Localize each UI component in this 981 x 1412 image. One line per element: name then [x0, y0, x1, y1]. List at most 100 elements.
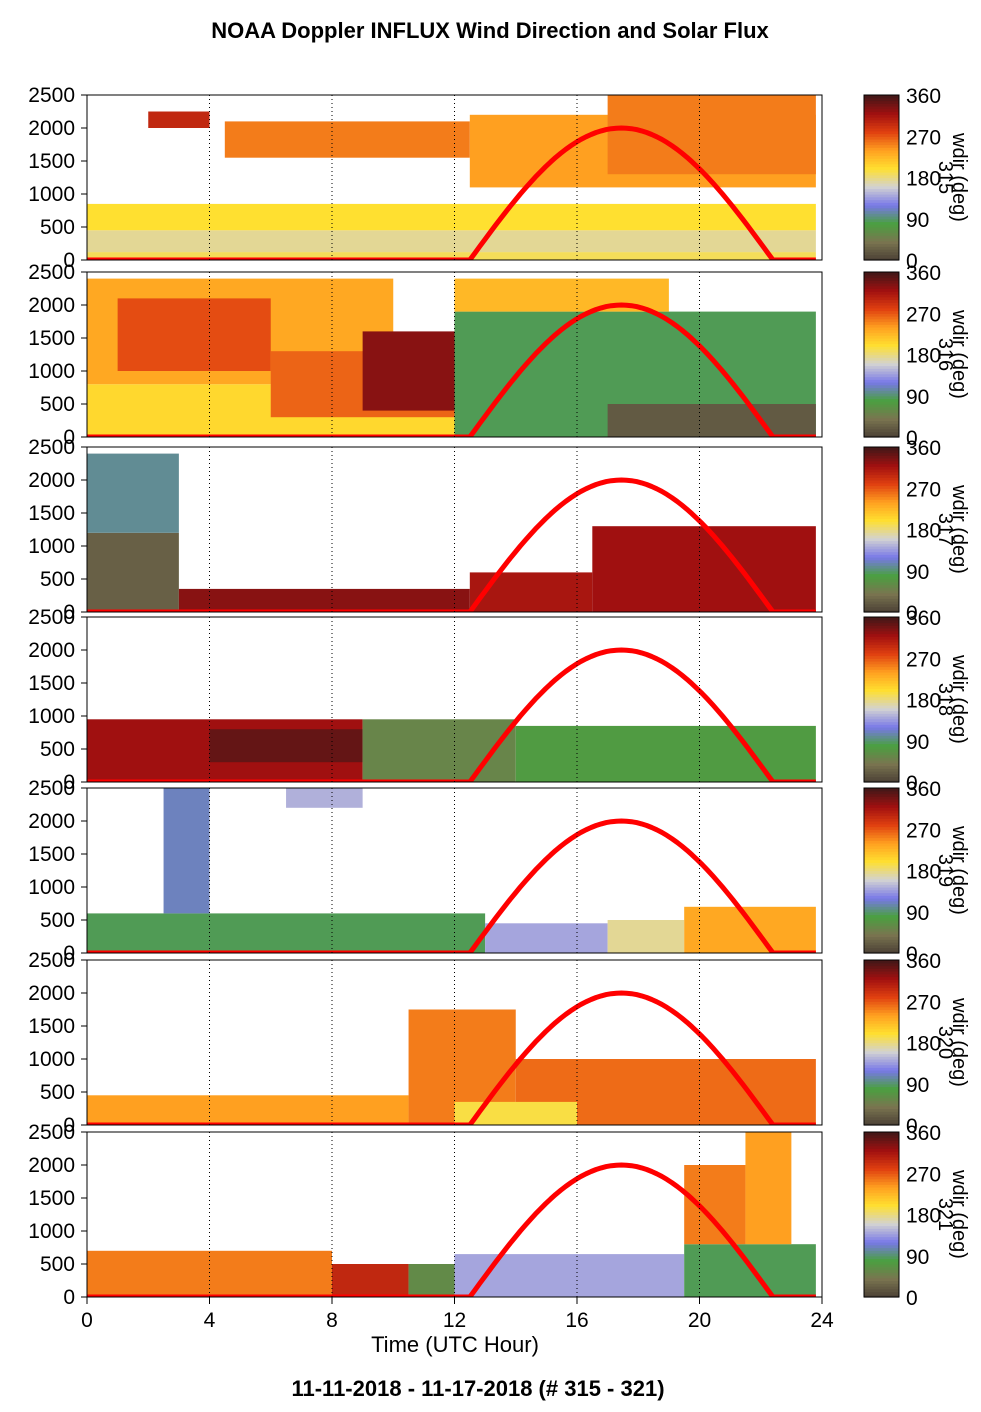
- colorbar-cell: [864, 504, 899, 509]
- colorbar-cell: [864, 332, 899, 336]
- colorbar-cell: [864, 865, 899, 869]
- colorbar-cell: [864, 1009, 899, 1013]
- colorbar-cell: [864, 570, 899, 575]
- panel-day-317: 0 500 1000 1500 2000 2500 0 90 180 270 360 wdir (de…: [28, 436, 970, 625]
- colorbar-tick-label: 360: [906, 950, 941, 973]
- colorbar-cell: [864, 1203, 899, 1207]
- colorbar-cell: [864, 666, 899, 670]
- colorbar-label: wdir (deg): [948, 654, 970, 744]
- y-tick-label: 2000: [28, 639, 75, 662]
- colorbar-cell: [864, 979, 899, 983]
- y-tick-label: 500: [40, 216, 75, 239]
- colorbar-cell: [864, 404, 899, 408]
- colorbar-cell: [864, 565, 899, 569]
- colorbar-cell: [864, 485, 899, 489]
- y-tick-label: 500: [40, 393, 75, 416]
- y-tick-label: 2500: [28, 436, 75, 459]
- colorbar-cell: [864, 625, 899, 629]
- colorbar-cell: [864, 595, 899, 599]
- colorbar-frame: [863, 446, 900, 613]
- colorbar-cell: [864, 152, 899, 157]
- colorbar-cell: [864, 327, 899, 331]
- y-tick-label: 1500: [28, 843, 75, 866]
- colorbar: 0 90 180 270 360 wdir (deg)317: [863, 437, 970, 625]
- colorbar-cell: [864, 922, 899, 927]
- colorbar-cell: [864, 790, 899, 795]
- y-tick-label: 2000: [28, 982, 75, 1005]
- y-tick-label: 2500: [28, 261, 75, 284]
- colorbar-cell: [864, 881, 899, 885]
- colorbar-cell: [864, 499, 899, 503]
- colorbar-cell: [864, 622, 899, 626]
- colorbar-cell: [864, 316, 899, 320]
- colorbar-cell: [864, 423, 899, 427]
- colorbar-cell: [864, 1242, 899, 1246]
- colorbar-cell: [864, 395, 899, 400]
- colorbar-cell: [864, 1001, 899, 1005]
- wind-direction-layers: [87, 95, 816, 260]
- colorbar-tick-label: 90: [906, 731, 929, 754]
- colorbar-cell: [864, 757, 899, 761]
- colorbar-cell: [864, 1103, 899, 1107]
- colorbar-cell: [864, 721, 899, 725]
- plot-frame: [86, 616, 823, 783]
- colorbar-cell: [864, 793, 899, 797]
- colorbar-cell: [864, 1239, 899, 1243]
- y-tick-label: 1000: [28, 535, 75, 558]
- colorbar-cell: [864, 724, 899, 728]
- colorbar-cell: [864, 939, 899, 943]
- colorbar-cell: [864, 1140, 899, 1144]
- colorbar-cell: [864, 1198, 899, 1202]
- colorbar-cell: [864, 554, 899, 558]
- colorbar-cell: [864, 732, 899, 736]
- wind-direction-layers: [87, 1132, 816, 1297]
- colorbar-cell: [864, 406, 899, 411]
- colorbar-cell: [864, 851, 899, 855]
- colorbar-cell: [864, 914, 899, 918]
- wind-direction-layers: [87, 788, 816, 953]
- colorbar-cell: [864, 543, 899, 547]
- colorbar-cell: [864, 1225, 899, 1229]
- colorbar-tick-label: 360: [906, 778, 941, 801]
- colorbar-cell: [864, 537, 899, 542]
- wdir-cell: [607, 920, 685, 953]
- y-tick-label: 1000: [28, 876, 75, 899]
- colorbar-day-label: 315: [934, 161, 956, 194]
- colorbar-cell: [864, 1108, 899, 1112]
- colorbar-cell: [864, 633, 899, 637]
- colorbar-cell: [864, 735, 899, 739]
- colorbar-cell: [864, 161, 899, 165]
- colorbar-tick-label: 180: [906, 861, 941, 884]
- colorbar-cell: [864, 202, 899, 206]
- colorbar-cell: [864, 944, 899, 949]
- colorbar-cell: [864, 365, 899, 369]
- y-tick-label: 0: [63, 1114, 75, 1137]
- colorbar-frame: [863, 94, 900, 261]
- colorbar-cell: [864, 1220, 899, 1224]
- colorbar-cell: [864, 108, 899, 113]
- colorbar-cell: [864, 942, 899, 946]
- colorbar-cell: [864, 431, 899, 435]
- colorbar-cell: [864, 477, 899, 481]
- colorbar-cell: [864, 194, 899, 198]
- colorbar-cell: [864, 103, 899, 107]
- colorbar-cell: [864, 216, 899, 220]
- colorbar-cell: [864, 376, 899, 380]
- colorbar-cell: [864, 1184, 899, 1188]
- colorbar-cell: [864, 598, 899, 602]
- colorbar-cell: [864, 661, 899, 665]
- colorbar-cell: [864, 213, 899, 217]
- y-tick-label: 500: [40, 568, 75, 591]
- colorbar-day-label: 321: [934, 1198, 956, 1231]
- solar-flux-curve: [87, 990, 816, 1125]
- colorbar-cell: [864, 318, 899, 323]
- colorbar-cell: [864, 434, 899, 438]
- colorbar-cell: [864, 1280, 899, 1284]
- solar-flux-curve: [87, 1162, 816, 1297]
- colorbar-cell: [864, 973, 899, 978]
- colorbar-cell: [864, 1089, 899, 1093]
- colorbar-cell: [864, 1037, 899, 1041]
- colorbar-tick-label: 0: [906, 1115, 918, 1138]
